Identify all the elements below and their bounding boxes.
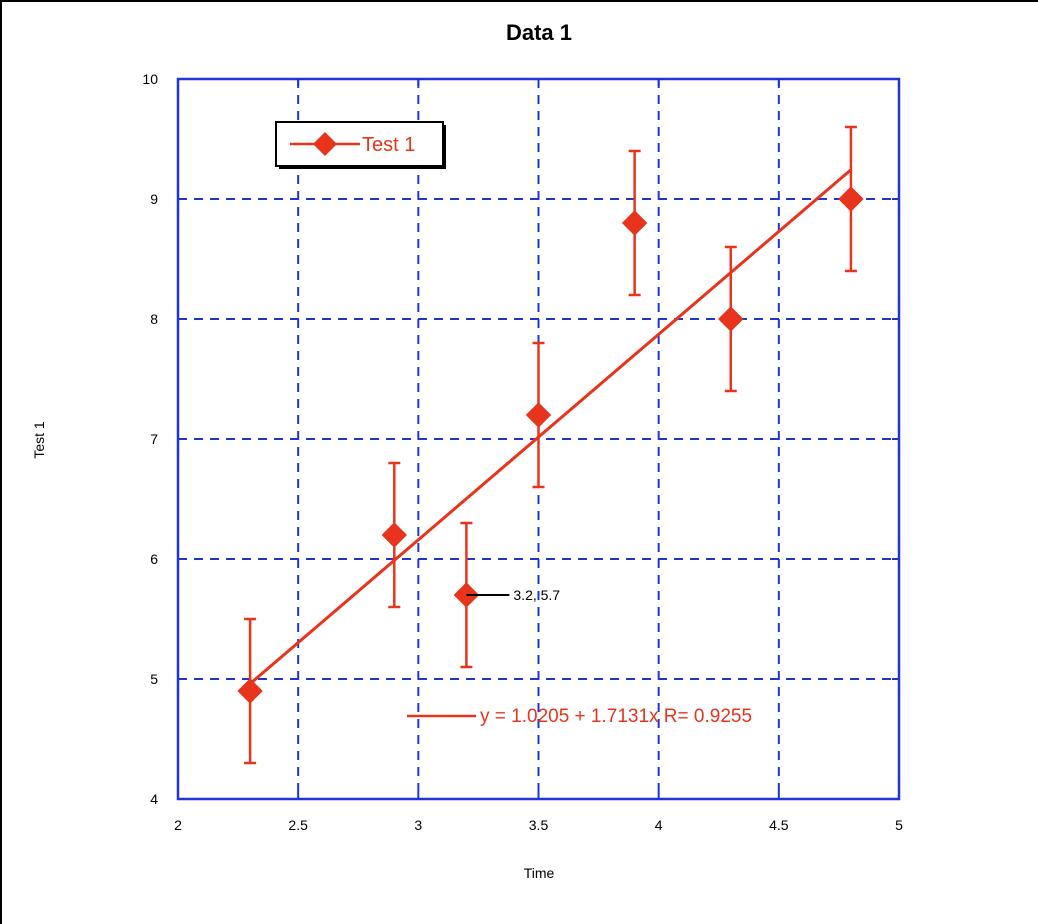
y-tick-label: 9 — [150, 191, 158, 207]
y-axis-label: Test 1 — [31, 421, 47, 459]
x-tick-label: 3 — [414, 817, 422, 833]
fit-equation-label: y = 1.0205 + 1.7131x R= 0.9255 — [480, 706, 752, 727]
data-point — [381, 522, 408, 548]
legend: Test 1 — [275, 121, 446, 169]
point-annotation: 3.2, 5.7 — [513, 587, 560, 603]
y-tick-label: 4 — [150, 791, 158, 807]
data-point — [237, 678, 263, 704]
x-tick-label: 4 — [655, 817, 663, 833]
x-tick-label: 2 — [174, 817, 182, 833]
fit-line — [249, 168, 852, 685]
data-point — [718, 306, 744, 332]
y-tick-label: 7 — [150, 431, 158, 447]
x-tick-label: 5 — [895, 817, 903, 833]
chart-title: Data 1 — [506, 20, 572, 45]
y-tick-label: 5 — [150, 671, 158, 687]
data-point — [838, 186, 864, 212]
y-tick-label: 10 — [142, 71, 158, 87]
data-point — [621, 210, 648, 236]
fit-line-group: y = 1.0205 + 1.7131x R= 0.9255 — [249, 168, 852, 727]
legend-shadow-bottom — [279, 166, 446, 169]
y-tick-label: 6 — [150, 551, 158, 567]
legend-marker — [313, 132, 337, 156]
x-tick-label: 3.5 — [529, 817, 549, 833]
x-axis-label: Time — [524, 865, 555, 881]
data-point — [525, 402, 552, 428]
x-tick-label: 2.5 — [288, 817, 308, 833]
axis-ticks: 2 2.5 3 3.5 4 4.5 5 4 5 6 7 8 9 10 — [142, 71, 903, 833]
legend-shadow-right — [443, 125, 446, 169]
point-annotation-group: 3.2, 5.7 — [466, 587, 560, 603]
x-tick-label: 4.5 — [769, 817, 789, 833]
y-tick-label: 8 — [150, 311, 158, 327]
legend-label: Test 1 — [362, 134, 415, 156]
